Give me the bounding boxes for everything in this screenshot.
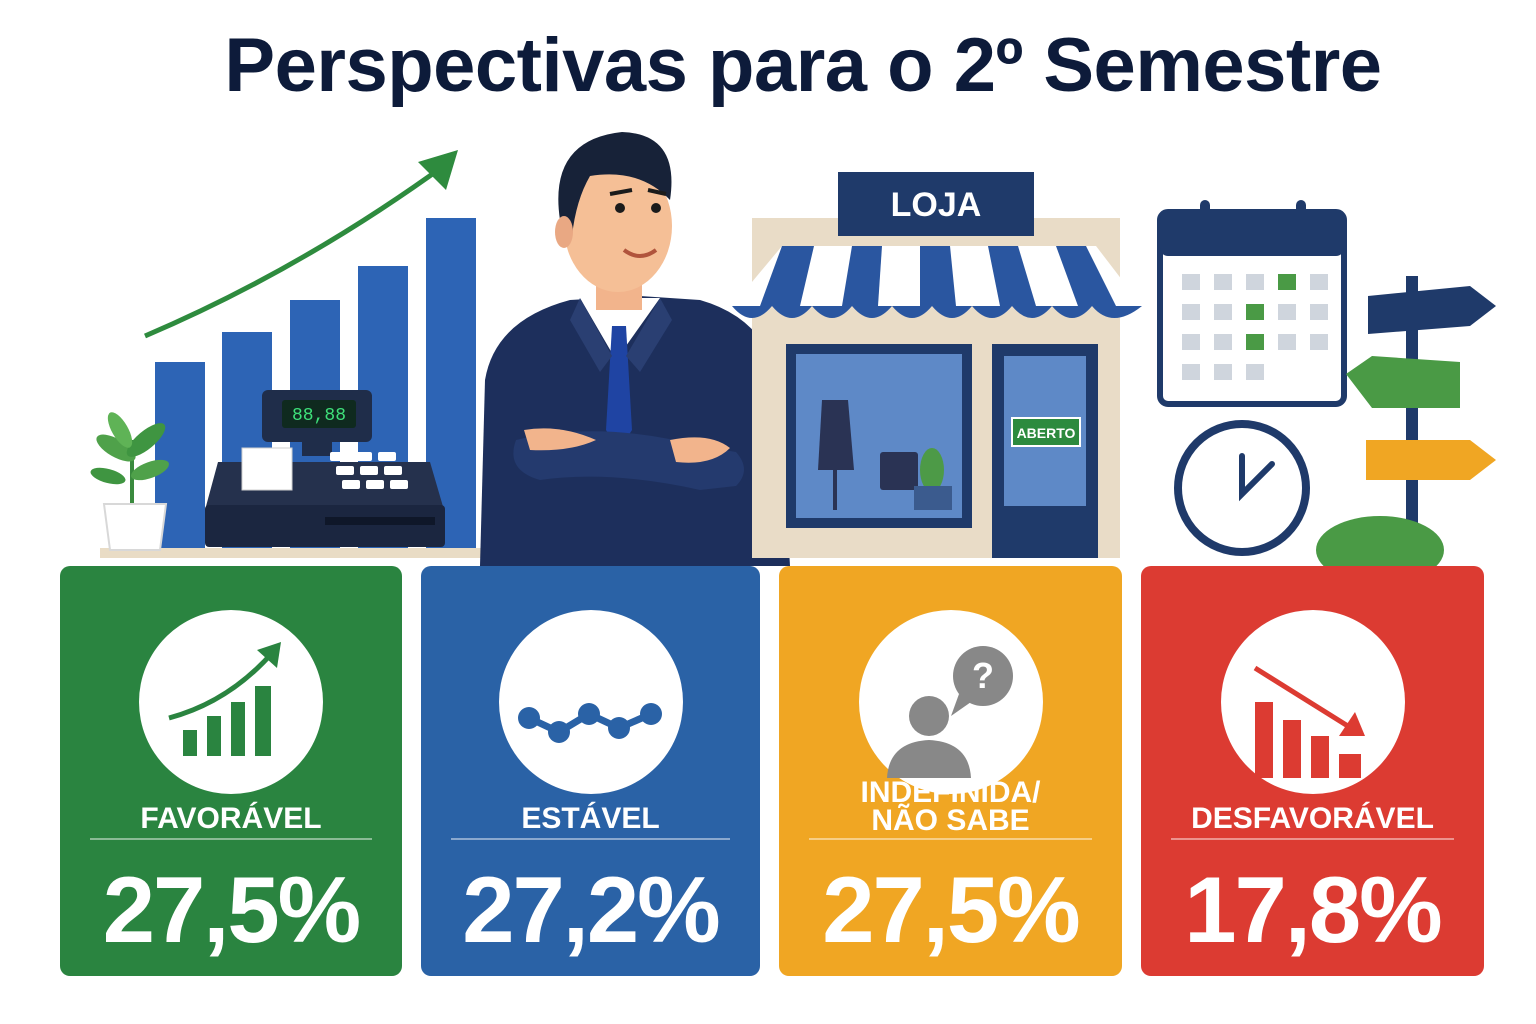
card-value: 27,2% (462, 857, 721, 962)
svg-text:?: ? (972, 655, 994, 696)
card-unfavorable: DESFAVORÁVEL 17,8% (1141, 566, 1484, 976)
calendar-icon (1157, 200, 1347, 407)
plant-icon (90, 412, 169, 551)
person-question-icon: ? (858, 610, 1043, 794)
card-value: 27,5% (102, 857, 362, 962)
divider (1171, 838, 1454, 840)
growth-chart-icon (139, 610, 323, 794)
stable-line-icon (498, 610, 683, 794)
card-label: DESFAVORÁVEL (1191, 802, 1434, 835)
card-label: INDEFINIDA/ NÃO SABE (860, 776, 1041, 837)
page-title: Perspectivas para o 2º Semestre (224, 23, 1382, 108)
svg-text:88,88: 88,88 (292, 406, 346, 426)
card-undefined: ? INDEFINIDA/ NÃO SABE 27,5% (779, 566, 1122, 976)
card-label: FAVORÁVEL (140, 802, 322, 835)
divider (809, 838, 1092, 840)
cash-register-icon: 88,88 (205, 390, 445, 547)
card-stable: ESTÁVEL 27,2% (421, 566, 760, 976)
storefront-illustration: LOJA ABERTO (732, 172, 1142, 558)
decline-chart-icon (1220, 610, 1405, 794)
card-label: ESTÁVEL (521, 802, 660, 835)
divider (451, 838, 730, 840)
svg-text:ABERTO: ABERTO (1017, 425, 1076, 441)
card-value: 17,8% (1184, 857, 1443, 962)
card-value: 27,5% (822, 857, 1081, 962)
divider (90, 838, 372, 840)
svg-text:LOJA: LOJA (891, 186, 982, 224)
card-favorable: FAVORÁVEL 27,5% (60, 566, 402, 976)
clock-icon (1174, 420, 1310, 556)
businessman-illustration (480, 132, 790, 566)
